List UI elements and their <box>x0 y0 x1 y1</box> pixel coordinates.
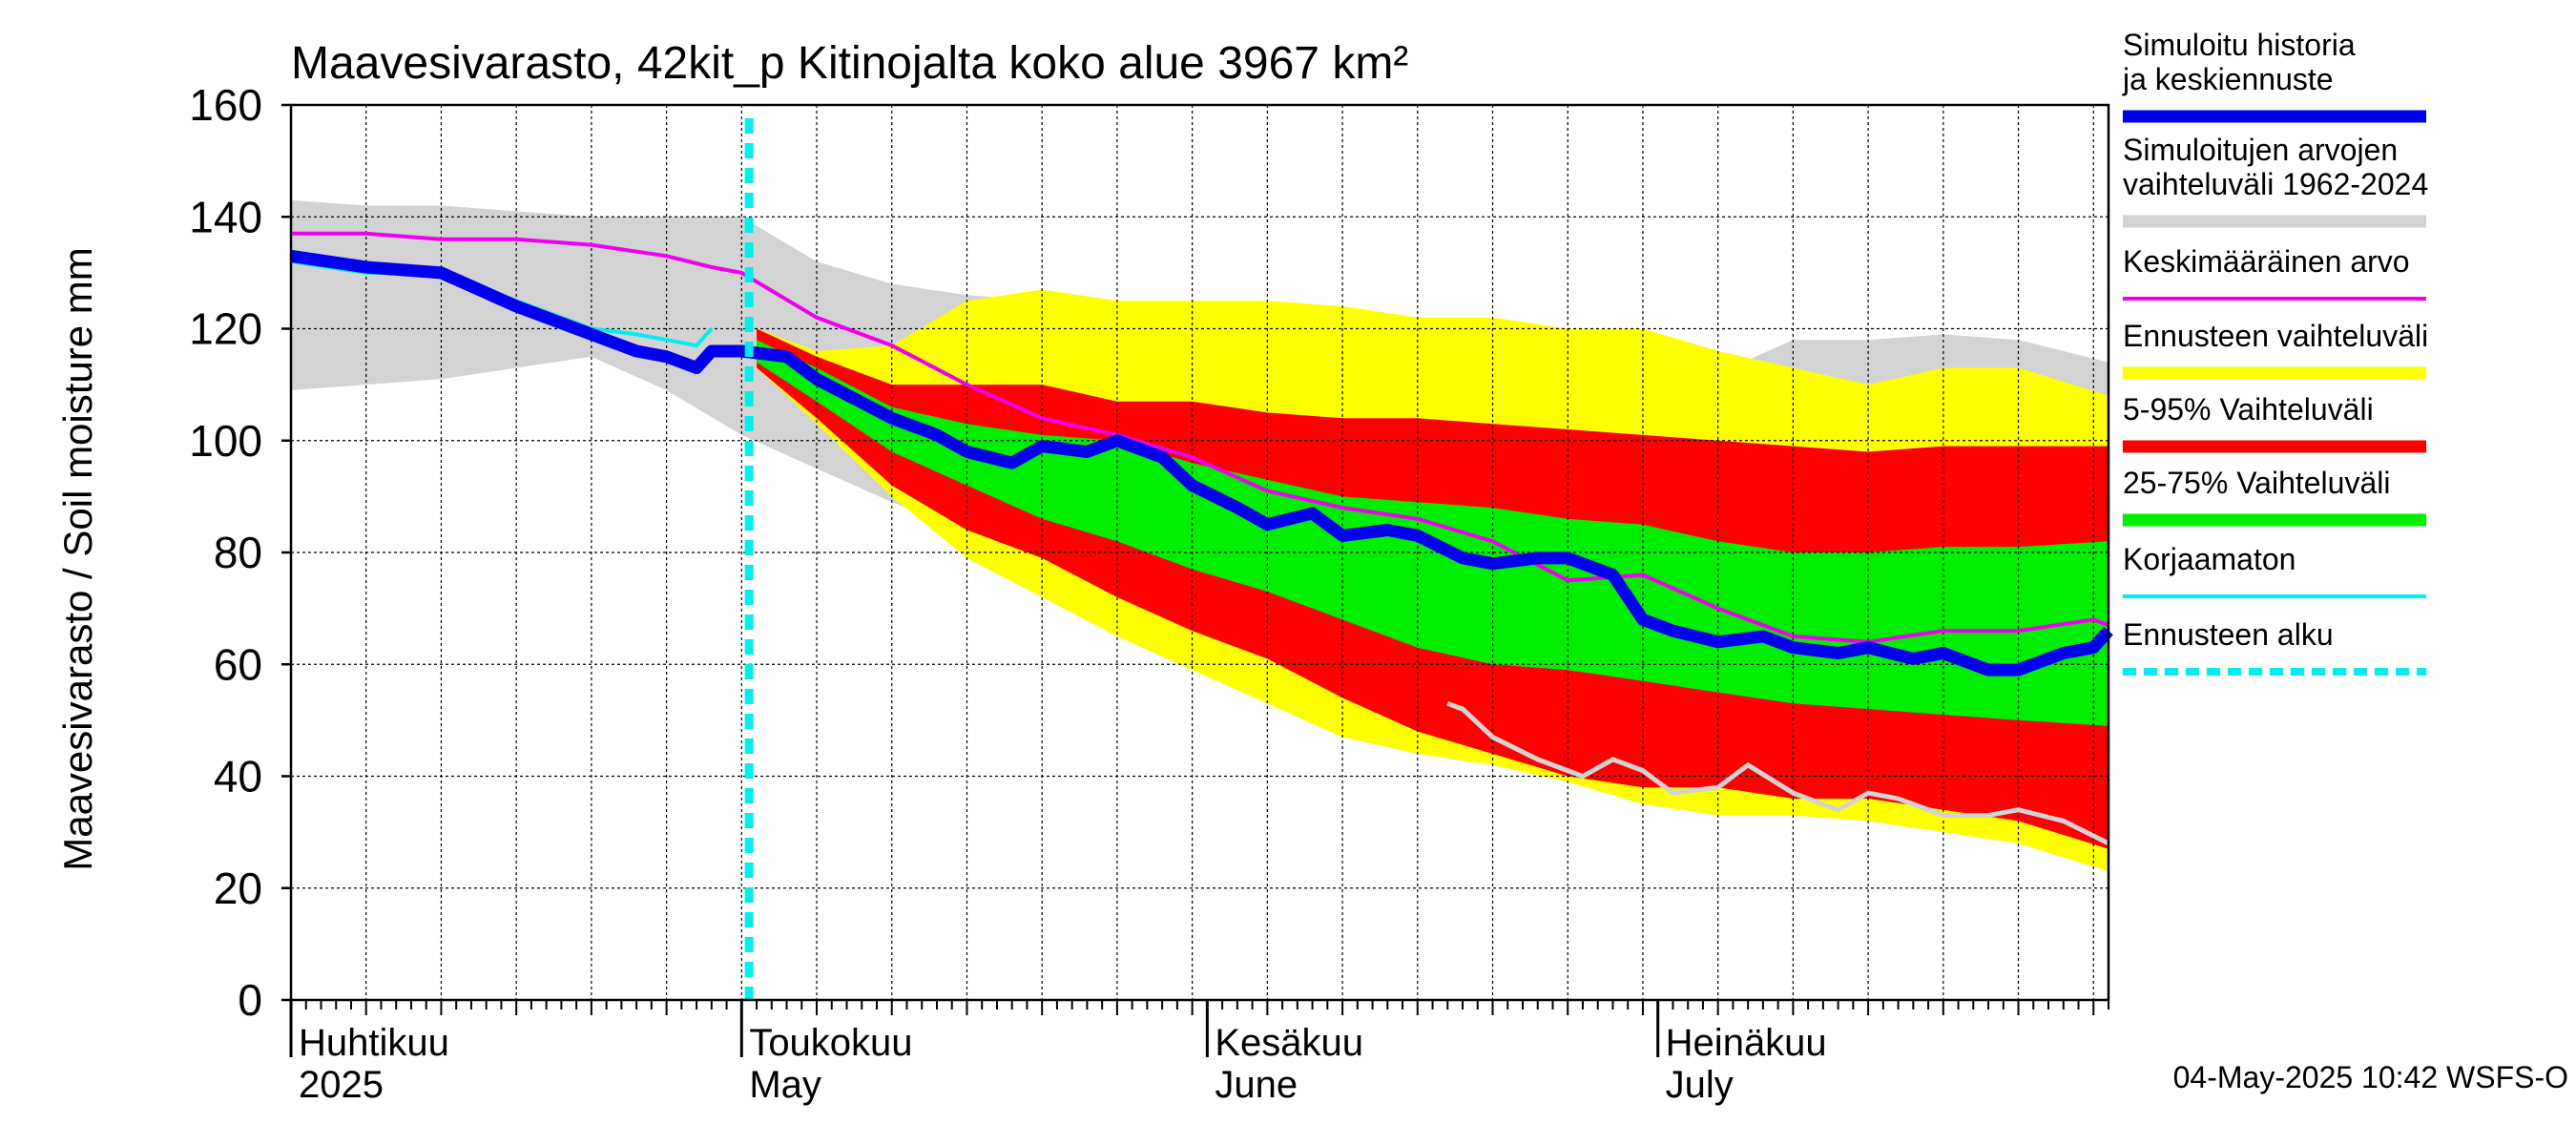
month-label-fi: Huhtikuu <box>299 1022 449 1064</box>
median-forecast-line <box>290 249 2113 677</box>
month-label-fi: Toukokuu <box>749 1022 912 1064</box>
legend-label: 5-95% Vaihteluväli <box>2123 392 2374 427</box>
y-tick-label: 120 <box>189 304 262 354</box>
month-label-fi: Kesäkuu <box>1215 1022 1363 1064</box>
legend-label: Ennusteen alku <box>2123 617 2334 652</box>
legend-label: 25-75% Vaihteluväli <box>2123 466 2390 500</box>
y-tick-label: 20 <box>214 864 262 913</box>
legend-label: Ennusteen vaihteluväli <box>2123 319 2428 353</box>
legend-label: Simuloitujen arvojen <box>2123 133 2398 167</box>
legend-label: vaihteluväli 1962-2024 <box>2123 167 2428 201</box>
y-tick-label: 40 <box>214 752 262 802</box>
month-label-fi: Heinäkuu <box>1666 1022 1827 1064</box>
month-label-en: June <box>1215 1064 1298 1106</box>
month-label-en: May <box>749 1064 821 1106</box>
legend-label: Simuloitu historia <box>2123 28 2356 62</box>
y-tick-label: 60 <box>214 639 262 689</box>
legend-label: Korjaamaton <box>2123 542 2296 576</box>
y-tick-label: 100 <box>189 416 262 466</box>
series-lines <box>290 118 2113 1000</box>
month-label-en: 2025 <box>299 1064 384 1106</box>
legend-label: Keskimääräinen arvo <box>2123 244 2410 279</box>
y-axis-label: Maavesivarasto / Soil moisture mm <box>55 247 100 871</box>
y-tick-label: 140 <box>189 192 262 241</box>
history-min-line <box>1446 700 2110 846</box>
legend-label: ja keskiennuste <box>2122 62 2334 96</box>
range-bands <box>291 199 2109 872</box>
month-label-en: July <box>1666 1064 1734 1106</box>
timestamp: 04-May-2025 10:42 WSFS-O <box>2173 1060 2568 1094</box>
mean-line <box>291 231 2109 644</box>
y-tick-label: 80 <box>214 528 262 577</box>
y-tick-label: 160 <box>189 80 262 130</box>
y-tick-label: 0 <box>238 975 262 1025</box>
grid <box>291 105 2109 1000</box>
chart-title: Maavesivarasto, 42kit_p Kitinojalta koko… <box>291 38 1408 89</box>
